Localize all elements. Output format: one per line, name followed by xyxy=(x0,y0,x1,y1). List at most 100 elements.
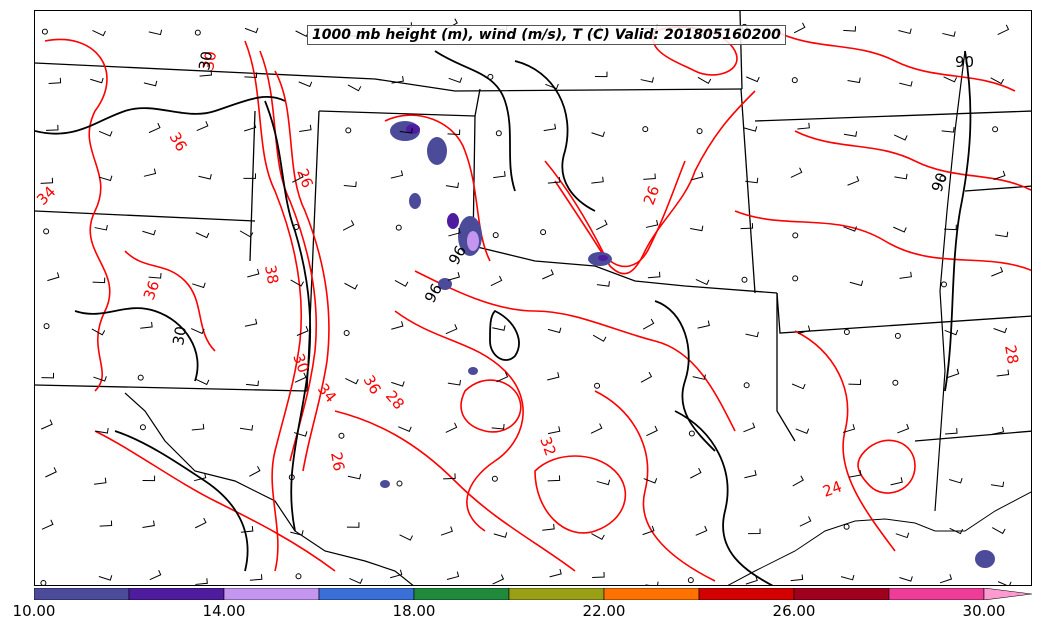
wind-barb xyxy=(748,528,761,535)
wind-barb xyxy=(746,76,760,83)
wind-barb xyxy=(98,175,113,182)
wind-barb xyxy=(193,472,207,482)
calm-wind-marker xyxy=(137,374,144,381)
wind-barb xyxy=(290,530,304,536)
wind-barb xyxy=(941,127,955,133)
wind-barb xyxy=(198,174,212,180)
wind-barb xyxy=(299,124,312,132)
wind-barb xyxy=(640,77,654,83)
red-contour-label: 36 xyxy=(140,278,163,302)
wind-barb xyxy=(848,379,862,385)
wind-barb xyxy=(997,24,1010,36)
calm-wind-marker xyxy=(743,382,750,389)
wind-barb xyxy=(945,428,958,435)
wind-barb xyxy=(446,571,460,580)
wind-barb xyxy=(939,574,953,584)
calm-wind-marker xyxy=(43,228,50,235)
wind-barb xyxy=(490,275,503,287)
wind-barb xyxy=(244,318,258,327)
wind-barb xyxy=(797,325,811,334)
calm-wind-marker xyxy=(295,573,302,580)
wind-barb xyxy=(944,329,959,336)
wind-barb xyxy=(843,131,858,137)
wind-barb xyxy=(547,176,561,184)
wind-barb xyxy=(92,29,106,37)
wind-barb xyxy=(448,227,461,237)
wind-barb xyxy=(344,282,358,290)
wind-barb xyxy=(492,574,505,585)
wind-barb xyxy=(849,469,862,478)
calm-wind-marker xyxy=(540,229,547,236)
colorbar-swatch xyxy=(888,588,985,600)
wind-barb xyxy=(496,372,509,383)
height-contours xyxy=(35,50,972,585)
red-contour-label: 36 xyxy=(360,372,385,398)
calm-wind-marker xyxy=(338,432,345,439)
wind-barb xyxy=(592,334,607,342)
wind-barb xyxy=(897,423,910,434)
calm-wind-marker xyxy=(139,424,146,431)
map-title: 1000 mb height (m), wind (m/s), T (C) Va… xyxy=(307,25,786,45)
wind-barb xyxy=(143,80,158,87)
wind-barb xyxy=(195,578,208,585)
wind-barb xyxy=(591,176,604,184)
wind-barb xyxy=(399,127,413,134)
black-contour-label: 30 xyxy=(195,50,216,72)
wind-barb xyxy=(199,69,213,77)
wind-barb xyxy=(45,124,59,131)
wind-barb xyxy=(899,81,913,87)
colorbar-swatch xyxy=(34,588,130,600)
wind-barb xyxy=(645,581,659,585)
wind-barb xyxy=(93,376,107,382)
wind-barb xyxy=(140,321,153,329)
wind-barb xyxy=(692,374,706,380)
wind-barb xyxy=(591,533,605,540)
calm-wind-marker xyxy=(491,475,498,482)
wind-barb xyxy=(41,372,55,379)
wind-barb xyxy=(949,527,964,535)
colorbar-swatch xyxy=(793,588,890,600)
wind-barb xyxy=(443,473,456,480)
black-contour-label: 90 xyxy=(928,170,951,194)
calm-wind-marker xyxy=(687,577,694,584)
wind-barb xyxy=(40,177,54,184)
calm-wind-marker xyxy=(495,130,502,137)
calm-wind-marker xyxy=(395,224,402,231)
red-contour-labels: 30 36 34 26 38 36 30 36 34 28 32 26 24 2… xyxy=(35,50,1022,501)
wind-barb xyxy=(646,425,658,437)
wind-barb xyxy=(645,219,659,228)
colorbar-swatch xyxy=(413,588,510,600)
wind-barb xyxy=(596,479,611,486)
wind-barb xyxy=(47,272,60,282)
calm-wind-marker xyxy=(41,28,48,35)
wind-barb xyxy=(743,126,758,132)
wind-barb xyxy=(249,574,263,581)
red-contour-label: 30 xyxy=(199,50,220,72)
calm-wind-marker xyxy=(843,523,850,530)
wind-barb xyxy=(45,467,57,478)
calm-wind-marker xyxy=(642,126,649,133)
colorbar-swatch xyxy=(223,588,320,600)
colorbar-swatch xyxy=(508,588,605,600)
wind-barb xyxy=(642,525,655,536)
calm-wind-marker xyxy=(696,128,703,135)
red-contour-label: 38 xyxy=(261,264,282,286)
black-contour-label: 30 xyxy=(169,325,190,347)
colorbar-tick-label: 14.00 xyxy=(202,602,246,620)
wind-barb xyxy=(944,224,957,231)
wind-barb xyxy=(890,477,903,486)
wind-barb xyxy=(894,173,908,180)
wind-barb xyxy=(239,425,254,431)
wind-barb xyxy=(98,130,113,137)
calm-wind-marker xyxy=(792,232,799,239)
wind-barb xyxy=(542,523,555,531)
wind-barb xyxy=(740,223,754,230)
wind-barb xyxy=(142,475,156,482)
wind-barb xyxy=(148,29,163,36)
wind-barb xyxy=(592,571,605,578)
wind-barb xyxy=(545,83,559,90)
wind-barb xyxy=(899,576,913,582)
wind-barb xyxy=(596,281,610,287)
wind-barb xyxy=(390,569,403,579)
wind-speed-shading xyxy=(380,121,995,568)
